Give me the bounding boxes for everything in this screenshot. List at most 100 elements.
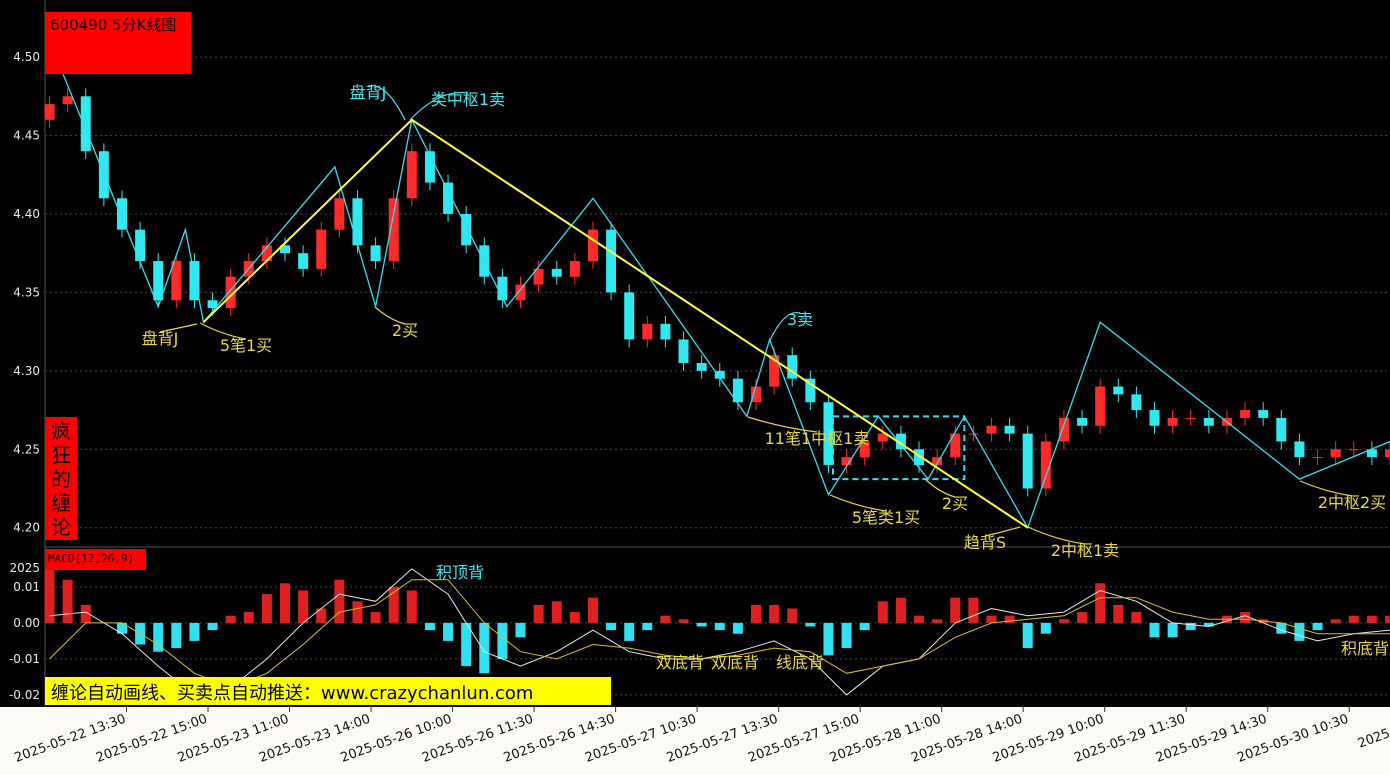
candle-body	[1058, 417, 1069, 442]
macd-bar	[80, 604, 91, 623]
macd-bar	[207, 622, 218, 631]
y-tick-label: 4.50	[13, 50, 40, 64]
x-axis-background	[0, 707, 1390, 775]
candle-body	[569, 261, 580, 277]
macd-bar	[1131, 612, 1142, 623]
candle-body	[298, 253, 309, 269]
candle-body	[769, 355, 780, 387]
candle-body	[80, 96, 91, 152]
macd-bar	[805, 622, 816, 627]
macd-bar	[1095, 583, 1106, 623]
macd-bar	[1385, 615, 1390, 623]
macd-bar	[1113, 604, 1124, 623]
annotation: 类中枢1卖	[431, 90, 505, 109]
candle-body	[1149, 410, 1160, 426]
macd-bar	[406, 590, 417, 623]
macd-bar	[606, 622, 617, 631]
macd-bar	[243, 612, 254, 623]
candle-body	[1294, 441, 1305, 458]
macd-bar	[859, 622, 870, 631]
macd-bar	[1366, 615, 1377, 623]
candle-body	[443, 182, 454, 214]
macd-bar	[298, 590, 309, 623]
macd-bar	[714, 622, 725, 631]
y-tick-label: 4.40	[13, 207, 40, 221]
annotation-arrow	[925, 479, 956, 498]
candle-body	[352, 198, 363, 246]
macd-bar	[261, 594, 272, 623]
annotation-arrow	[747, 416, 818, 433]
candle-body	[316, 229, 327, 269]
macd-bar	[1167, 622, 1178, 638]
macd-bar	[750, 604, 761, 623]
candle-body	[388, 198, 399, 262]
macd-bar	[1276, 622, 1287, 634]
zhongshu-box	[831, 415, 966, 481]
macd-bar	[424, 622, 435, 631]
macd-bar	[1077, 612, 1088, 623]
annotation: 3卖	[787, 310, 813, 329]
macd-bar	[551, 601, 562, 623]
macd-bar	[352, 601, 363, 623]
macd-bar	[1022, 622, 1033, 649]
annotation: 5笔类1买	[852, 508, 920, 527]
annotation: 盘背J	[350, 83, 387, 102]
candle-body	[1366, 449, 1377, 458]
side-label: 疯狂的缠论	[45, 417, 77, 540]
candle-body	[841, 457, 852, 465]
macd-bar	[787, 608, 798, 623]
macd-bar	[914, 615, 925, 623]
y-tick-label: -0.02	[9, 688, 40, 702]
candle-body	[895, 433, 906, 450]
macd-bar	[1004, 615, 1015, 623]
macd-bar	[696, 622, 707, 627]
macd-bar	[370, 612, 381, 623]
candle-body	[189, 261, 200, 301]
macd-bar	[968, 597, 979, 623]
macd-bar	[986, 615, 997, 623]
candle-body	[1203, 417, 1214, 426]
candle-body	[750, 386, 761, 403]
candle-body	[1330, 449, 1341, 458]
candle-body	[986, 425, 997, 434]
annotation: 2买	[942, 494, 968, 513]
annotation-arrow	[367, 85, 406, 121]
candle-body	[696, 363, 707, 371]
candle-body	[533, 268, 544, 285]
macd-bar	[189, 622, 200, 641]
macd-bar	[44, 568, 55, 623]
candle-body	[1385, 449, 1390, 458]
macd-bar	[678, 619, 689, 623]
macd-bar	[1203, 622, 1214, 627]
candle-body	[950, 433, 961, 458]
candle-body	[1348, 449, 1359, 451]
candle-body	[1240, 410, 1251, 418]
candle-body	[624, 292, 635, 340]
macd-bar	[624, 622, 635, 641]
macd-bar	[1348, 615, 1359, 623]
annotation: 11笔1中枢1卖	[765, 429, 870, 448]
candle-body	[1004, 425, 1015, 434]
candle-body	[1167, 417, 1178, 426]
macd-bar	[895, 597, 906, 623]
candle-body	[1022, 433, 1033, 489]
dea-line	[49, 579, 1390, 689]
macd-annotation: 线底背	[776, 653, 824, 672]
macd-bar	[823, 622, 834, 656]
macd-bar	[1330, 619, 1341, 623]
y-tick-label: 4.20	[13, 521, 40, 535]
macd-bar	[932, 619, 943, 623]
macd-annotation: 双底背	[656, 653, 704, 672]
macd-bar	[587, 597, 598, 623]
candle-body	[732, 378, 743, 403]
macd-bar	[769, 604, 780, 623]
candle-body	[787, 355, 798, 379]
segment-line	[202, 118, 1029, 529]
candle-body	[914, 449, 925, 465]
candle-body	[370, 245, 381, 262]
macd-label: MACD(12,26,9)	[45, 549, 146, 570]
candle-body	[805, 378, 816, 403]
